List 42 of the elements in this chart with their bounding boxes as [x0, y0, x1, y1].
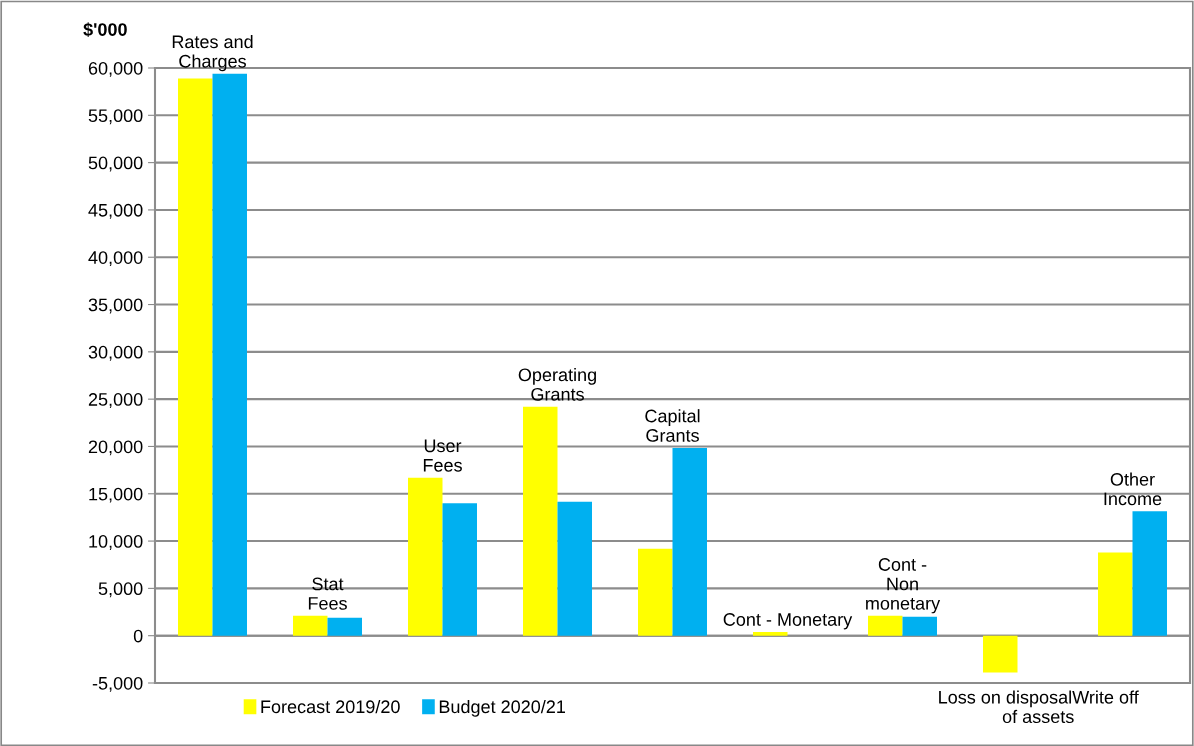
legend-label: Forecast 2019/20 — [261, 699, 400, 714]
bar — [1132, 511, 1167, 636]
y-tick-label: 0 — [133, 629, 143, 643]
y-tick-label: 20,000 — [88, 440, 143, 456]
y-tick-label: 45,000 — [88, 203, 143, 219]
x-tick-label: Loss on disposalWrite off of assets — [939, 690, 1139, 724]
bar — [442, 503, 477, 636]
bar — [1098, 552, 1133, 636]
x-tick-label: User Fees — [423, 439, 462, 472]
bar — [178, 78, 213, 636]
x-tick-label: Stat Fees — [308, 577, 347, 610]
bar — [408, 477, 443, 636]
y-tick-label: 35,000 — [88, 298, 143, 314]
bar — [638, 548, 673, 636]
y-tick-label: 10,000 — [89, 535, 143, 550]
x-tick-label: Other Income — [1104, 472, 1162, 506]
bar — [672, 447, 707, 636]
y-tick-label: 55,000 — [88, 109, 143, 125]
x-tick-label: Operating Grants — [518, 367, 596, 401]
x-tick-label: Capital Grants — [645, 409, 700, 442]
bar — [293, 615, 328, 636]
y-tick-label: 50,000 — [88, 156, 143, 172]
x-tick-label: Cont - Monetary — [723, 613, 853, 630]
y-tick-label: 60,000 — [88, 61, 143, 77]
bar — [523, 406, 558, 636]
y-tick-label: 40,000 — [88, 251, 143, 267]
bar — [868, 615, 903, 636]
bar — [327, 617, 362, 636]
legend-label: Budget 2020/21 — [439, 699, 565, 717]
bar — [983, 635, 1018, 673]
bar — [753, 631, 788, 636]
x-tick-label: Cont - Non monetary — [866, 558, 941, 614]
y-tick-label: -5,000 — [92, 676, 143, 692]
bar — [557, 501, 592, 636]
bar — [902, 616, 937, 636]
bar — [212, 73, 247, 636]
y-tick-label: 15,000 — [89, 487, 143, 503]
x-tick-label: Rates and Charges — [172, 34, 253, 72]
y-tick-label: 25,000 — [88, 393, 143, 409]
y-tick-label: 5,000 — [98, 582, 143, 598]
y-axis-title: $'000 — [83, 22, 127, 38]
y-tick-label: 30,000 — [88, 345, 143, 361]
